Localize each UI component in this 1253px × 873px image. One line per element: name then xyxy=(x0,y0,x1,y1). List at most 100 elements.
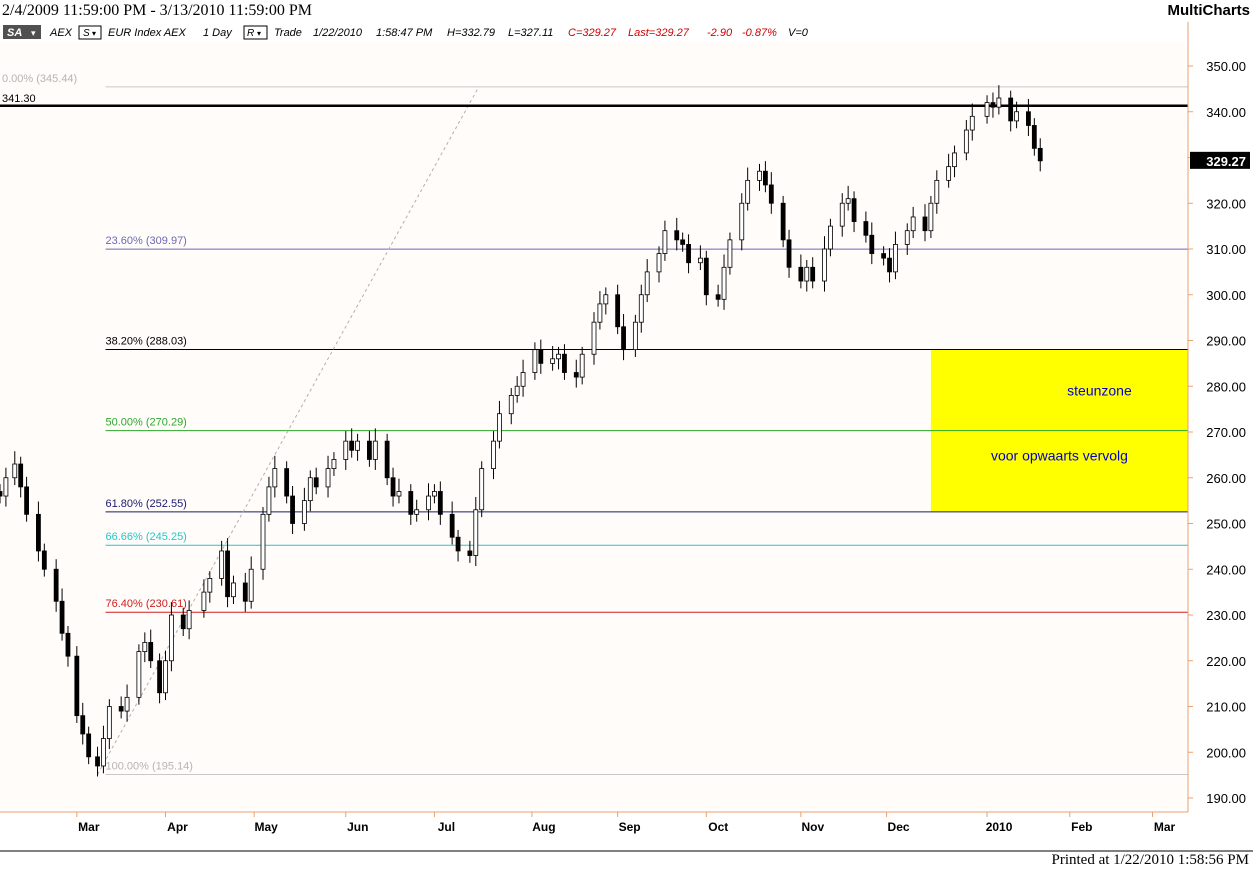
candle-body xyxy=(106,706,112,739)
candle-body xyxy=(863,221,869,236)
r-button-box[interactable] xyxy=(243,25,268,40)
candle-body xyxy=(260,513,266,570)
candle-body xyxy=(881,253,887,259)
pct-change: -0.87% xyxy=(742,27,777,39)
candle-body xyxy=(384,440,390,479)
candle-body xyxy=(74,655,80,717)
candle-body xyxy=(573,372,579,378)
candle-body xyxy=(644,271,650,296)
candle-body xyxy=(414,509,420,515)
candle-body xyxy=(996,97,1002,108)
y-tick-label: 270.00 xyxy=(1206,425,1246,440)
candle-body xyxy=(24,486,29,515)
candle-body xyxy=(786,239,792,268)
x-tick-label: 2010 xyxy=(986,820,1013,834)
candle-body xyxy=(95,756,100,767)
candle-body xyxy=(396,491,402,497)
candle-body xyxy=(449,513,455,538)
candle-body xyxy=(662,230,668,254)
candle-body xyxy=(556,353,561,360)
candle-body xyxy=(367,440,372,460)
candle-body xyxy=(969,115,975,131)
candle-body xyxy=(946,166,952,181)
y-tick-label: 220.00 xyxy=(1206,654,1246,669)
candle-body xyxy=(1037,147,1043,162)
chart-frame[interactable]: SA ▾ AEX S ▾ EUR Index AEX 1 Day R ▾ Tra… xyxy=(0,22,1253,852)
candle-body xyxy=(301,500,307,524)
candle-body xyxy=(597,303,603,323)
bar-low: L=327.11 xyxy=(508,27,553,39)
sa-badge: SA xyxy=(7,27,22,39)
candle-body xyxy=(248,568,254,602)
candle-body xyxy=(473,509,479,556)
x-tick-label: Mar xyxy=(78,820,100,834)
x-tick-label: Jun xyxy=(347,820,368,834)
candle-body xyxy=(497,413,502,442)
candle-body xyxy=(426,495,431,511)
candle-body xyxy=(680,239,686,245)
candle-body xyxy=(721,266,727,300)
fib-level-label: 50.00% (270.29) xyxy=(106,417,187,429)
s-button-box[interactable] xyxy=(78,25,102,40)
candle-body xyxy=(118,706,124,712)
symbol-description: EUR Index AEX xyxy=(108,27,187,39)
fib-level-label: 61.80% (252.55) xyxy=(106,498,187,510)
candle-body xyxy=(80,715,86,735)
fibonacci-trend-line[interactable] xyxy=(97,86,480,775)
y-tick-label: 310.00 xyxy=(1206,242,1246,257)
candle-body xyxy=(1026,111,1031,126)
candle-body xyxy=(934,179,940,204)
candle-body xyxy=(349,440,355,451)
candle-body xyxy=(231,582,236,598)
fib-level-label: 23.60% (309.97) xyxy=(106,235,187,247)
candle-body xyxy=(621,326,626,351)
x-tick-label: Apr xyxy=(167,820,188,834)
candle-body xyxy=(180,614,186,630)
fib-level-label: 76.40% (230.61) xyxy=(106,598,187,610)
candle-body xyxy=(615,294,621,328)
y-tick-label: 280.00 xyxy=(1206,379,1246,394)
support-zone-label: steunzone xyxy=(1067,383,1132,399)
y-tick-label: 350.00 xyxy=(1206,59,1246,74)
candle-body xyxy=(408,491,414,515)
bar-time: 1:58:47 PM xyxy=(376,27,433,39)
candle-body xyxy=(343,440,349,460)
y-tick-label: 260.00 xyxy=(1206,471,1246,486)
sa-badge-box[interactable] xyxy=(3,25,41,39)
candle-body xyxy=(952,152,957,168)
chevron-down-icon: ▾ xyxy=(257,29,261,38)
candle-body xyxy=(727,239,733,268)
candle-body xyxy=(780,202,786,241)
candle-body xyxy=(53,568,59,602)
candle-body xyxy=(12,463,18,479)
y-tick-label: 300.00 xyxy=(1206,288,1246,303)
candle-body xyxy=(290,495,295,524)
price-chart[interactable]: SA ▾ AEX S ▾ EUR Index AEX 1 Day R ▾ Tra… xyxy=(0,22,1253,852)
x-tick-label: Dec xyxy=(888,820,910,834)
y-axis: 190.00 200.00 210.00 220.00 230.00 240.00 250.… xyxy=(1188,59,1246,806)
bar-date: 1/22/2010 xyxy=(313,27,363,39)
last-price-marker: 329.27 xyxy=(1206,154,1246,169)
candle-body xyxy=(18,463,24,488)
x-tick-label: Aug xyxy=(532,820,555,834)
candle-body xyxy=(355,440,360,451)
candle-body xyxy=(1031,125,1037,149)
candle-body xyxy=(851,198,857,222)
y-tick-label: 320.00 xyxy=(1206,196,1246,211)
candle-body xyxy=(491,440,496,469)
candle-body xyxy=(697,257,703,264)
candle-body xyxy=(432,491,437,497)
candle-body xyxy=(142,642,148,653)
fib-level-label: 0.00% (345.44) xyxy=(2,73,77,85)
fib-level-label: 100.00% (195.14) xyxy=(106,760,193,772)
candle-body xyxy=(101,738,106,767)
fib-level-label: 38.20% (288.03) xyxy=(106,336,187,348)
candle-body xyxy=(839,202,845,227)
y-tick-label: 200.00 xyxy=(1206,745,1246,760)
candle-body xyxy=(207,578,213,593)
support-zone-sublabel: voor opwaarts vervolg xyxy=(991,448,1128,464)
x-tick-label: Mar xyxy=(1154,820,1176,834)
candle-body xyxy=(36,513,41,552)
candle-body xyxy=(715,294,721,300)
candle-body xyxy=(0,491,3,497)
